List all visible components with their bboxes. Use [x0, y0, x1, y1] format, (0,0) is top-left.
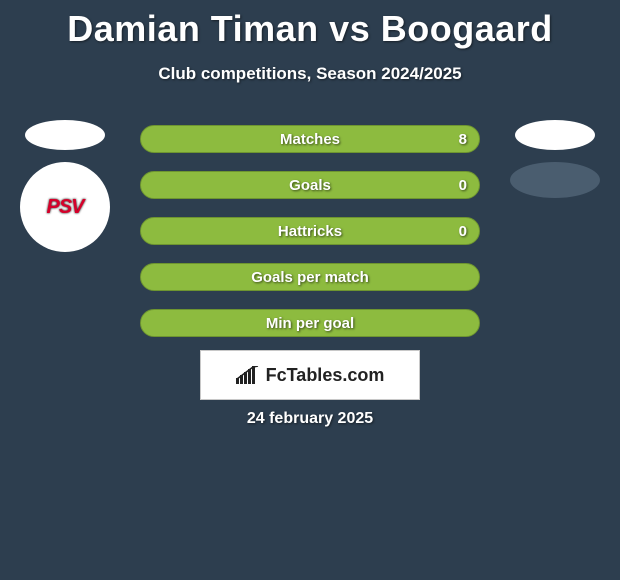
- stat-label: Goals: [289, 177, 331, 194]
- right-club-logo: [510, 162, 600, 198]
- stat-right-value: 0: [459, 223, 467, 240]
- stat-bar-goals-per-match: Goals per match: [140, 263, 480, 291]
- brand-box[interactable]: FcTables.com: [200, 350, 420, 400]
- left-club-logo-text: PSV: [46, 196, 83, 219]
- stat-label: Goals per match: [251, 269, 369, 286]
- stat-label: Hattricks: [278, 223, 342, 240]
- stat-bars: Matches 8 Goals 0 Hattricks 0 Goals per …: [140, 125, 480, 355]
- subtitle: Club competitions, Season 2024/2025: [0, 64, 620, 84]
- right-nation-icon: [515, 120, 595, 150]
- stat-right-value: 8: [459, 131, 467, 148]
- left-club-logo: PSV: [20, 162, 110, 252]
- brand-text: FcTables.com: [266, 365, 385, 386]
- stat-bar-goals: Goals 0: [140, 171, 480, 199]
- date-label: 24 february 2025: [0, 410, 620, 428]
- stat-bar-min-per-goal: Min per goal: [140, 309, 480, 337]
- stat-label: Min per goal: [266, 315, 354, 332]
- left-nation-icon: [25, 120, 105, 150]
- stat-bar-hattricks: Hattricks 0: [140, 217, 480, 245]
- stat-label: Matches: [280, 131, 340, 148]
- page-title: Damian Timan vs Boogaard: [0, 0, 620, 50]
- stat-bar-matches: Matches 8: [140, 125, 480, 153]
- stat-right-value: 0: [459, 177, 467, 194]
- right-player-column: [510, 120, 600, 198]
- bar-chart-icon: [236, 366, 260, 384]
- left-player-column: PSV: [20, 120, 110, 252]
